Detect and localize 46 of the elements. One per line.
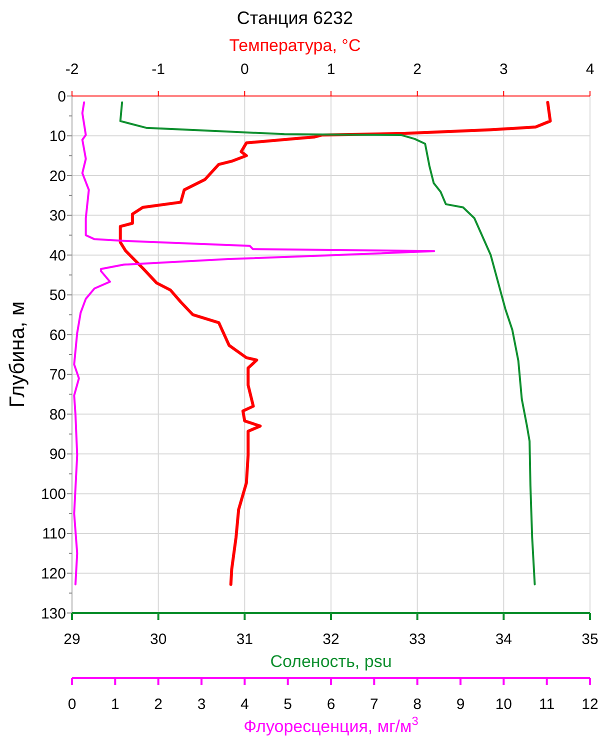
x-tick-label: 5 <box>284 696 292 713</box>
x2-tick-label: 4 <box>586 61 594 78</box>
x-tick-label: 0 <box>68 696 76 713</box>
y-tick-label: 20 <box>49 168 66 185</box>
x-tick-label: 3 <box>197 696 206 713</box>
x2-tick-label: -2 <box>65 61 79 78</box>
y-tick-label: 60 <box>49 326 66 344</box>
y-axis-title: Глубина, м <box>6 301 29 408</box>
x-tick-label: 7 <box>370 696 378 713</box>
y-tick-label: 0 <box>58 88 66 106</box>
x-tick-label: 12 <box>582 696 598 713</box>
x-axis-title: Флуоресценция, мг/м$^{3}$ <box>244 714 419 736</box>
x-tick-label: 33 <box>408 631 426 648</box>
y-tick-label: 70 <box>49 366 66 384</box>
y-tick-label: 90 <box>49 446 66 464</box>
x-tick-label: 34 <box>495 631 512 648</box>
y-tick-label: 10 <box>49 128 66 146</box>
x2-tick-label: 1 <box>326 61 336 78</box>
x-tick-label: 9 <box>456 696 465 713</box>
x2-tick-label: 2 <box>413 61 422 78</box>
x-tick-label: 10 <box>495 696 512 713</box>
y-tick-label: 120 <box>40 565 66 582</box>
x-tick-label: 1 <box>110 696 120 713</box>
y-tick-label: 40 <box>49 247 66 264</box>
x-axis-title: Соленость, psu <box>270 652 392 671</box>
x-tick-label: 8 <box>413 696 422 713</box>
y-tick-label: 110 <box>42 526 66 543</box>
x2-tick-label: -1 <box>152 61 166 78</box>
x-tick-label: 2 <box>154 696 163 713</box>
x-tick-label: 35 <box>582 631 598 648</box>
y-tick-label: 80 <box>49 406 66 424</box>
x2-axis-title: Температура, °C <box>229 36 361 55</box>
x2-tick-label: 0 <box>240 61 249 78</box>
x-tick-label: 29 <box>64 631 80 648</box>
x-tick-label: 30 <box>150 631 167 648</box>
chart-title: Станция 6232 <box>236 8 354 28</box>
y-tick-label: 30 <box>49 208 66 225</box>
x-tick-label: 6 <box>326 696 336 713</box>
y-tick-label: 50 <box>49 287 66 304</box>
x-tick-label: 32 <box>322 631 340 648</box>
x-tick-label: 31 <box>236 631 254 648</box>
x-tick-label: 11 <box>539 696 555 713</box>
x-tick-label: 4 <box>240 696 249 713</box>
x2-tick-label: 3 <box>499 61 508 78</box>
y-tick-label: 130 <box>40 605 66 622</box>
y-tick-label: 100 <box>40 486 66 503</box>
